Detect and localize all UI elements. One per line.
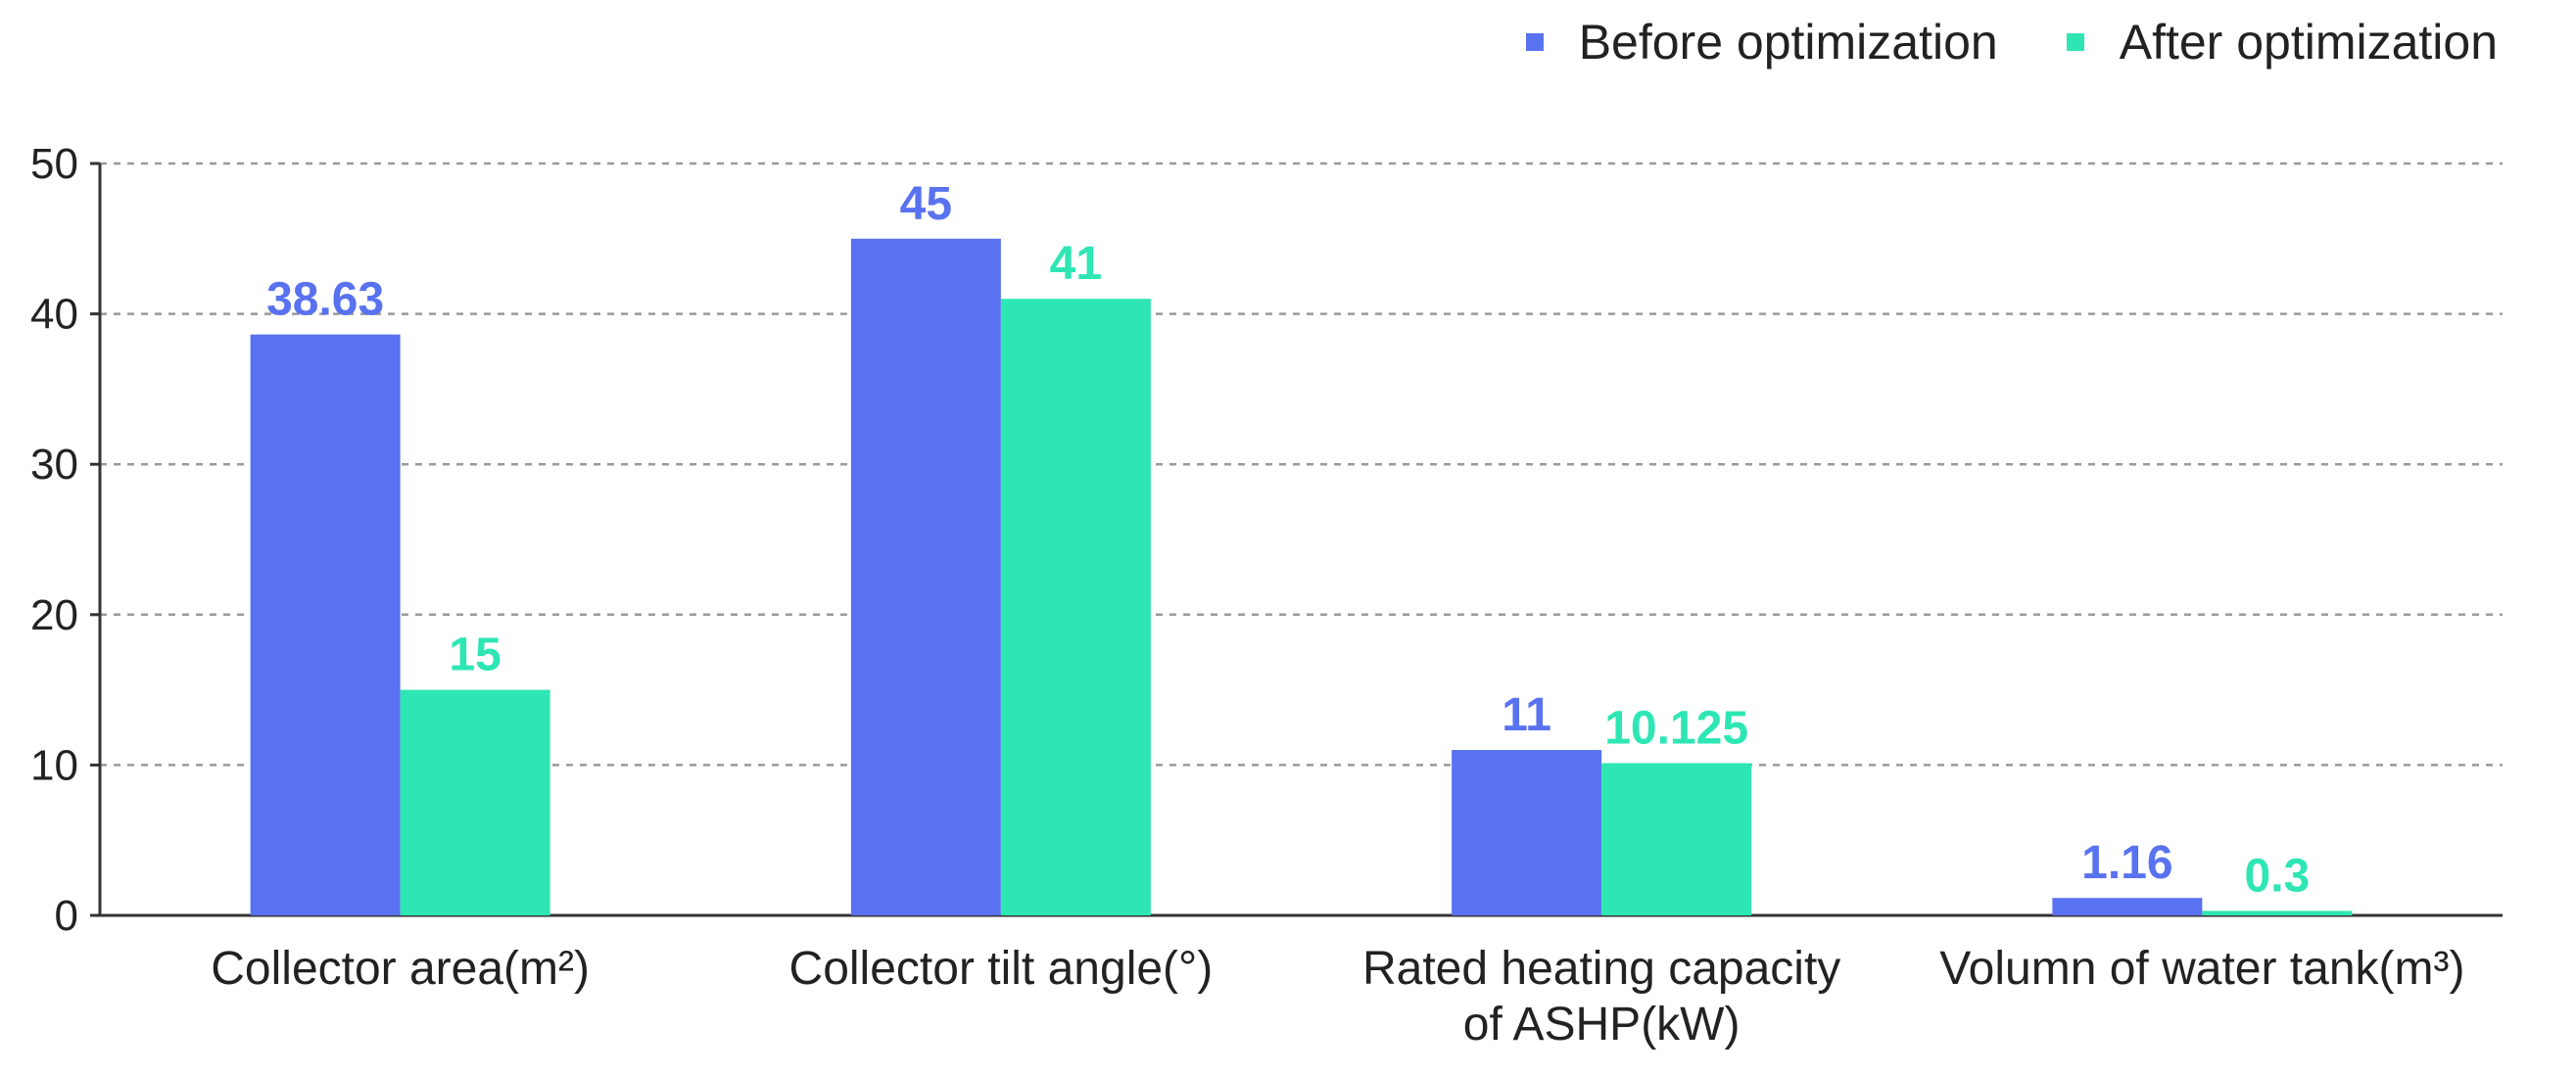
bar-before-1[interactable]	[850, 238, 1001, 916]
bar-before-0[interactable]	[250, 334, 401, 915]
x-category-label: Rated heating capacity	[1362, 943, 1840, 995]
bar-before-3[interactable]	[2052, 898, 2203, 915]
data-label-after-3: 0.3	[2245, 850, 2311, 902]
legend: Before optimization After optimization	[1457, 14, 2498, 70]
x-category-label: Collector tilt angle(°)	[789, 943, 1214, 995]
legend-label-after: After optimization	[2119, 15, 2498, 70]
legend-label-before: Before optimization	[1578, 15, 1998, 70]
bar-after-1[interactable]	[1000, 299, 1151, 915]
y-tick-label: 40	[30, 291, 78, 339]
bar-before-2[interactable]	[1452, 750, 1602, 915]
y-tick-label: 20	[30, 591, 78, 639]
data-label-before-1: 45	[900, 178, 952, 230]
legend-swatch-after	[2066, 33, 2084, 51]
legend-item-before[interactable]: Before optimization	[1525, 14, 1998, 70]
bar-after-0[interactable]	[400, 689, 550, 915]
x-category-label: Collector area(m²)	[211, 943, 590, 995]
data-label-after-1: 41	[1050, 238, 1102, 290]
data-label-after-0: 15	[449, 630, 501, 681]
y-tick-label: 30	[30, 441, 78, 489]
data-label-before-3: 1.16	[2081, 837, 2172, 889]
y-tick-label: 10	[30, 741, 78, 789]
data-label-before-2: 11	[1502, 689, 1551, 741]
bar-after-3[interactable]	[2202, 911, 2353, 915]
bar-after-2[interactable]	[1601, 763, 1752, 915]
legend-swatch-before	[1525, 33, 1544, 51]
x-category-label: of ASHP(kW)	[1463, 999, 1741, 1051]
y-tick-label: 50	[30, 140, 78, 188]
data-label-after-2: 10.125	[1604, 702, 1748, 754]
x-category-label: Volumn of water tank(m³)	[1939, 943, 2464, 995]
data-label-before-0: 38.63	[266, 274, 384, 326]
y-tick-label: 0	[55, 892, 78, 940]
legend-item-after[interactable]: After optimization	[2066, 14, 2498, 70]
